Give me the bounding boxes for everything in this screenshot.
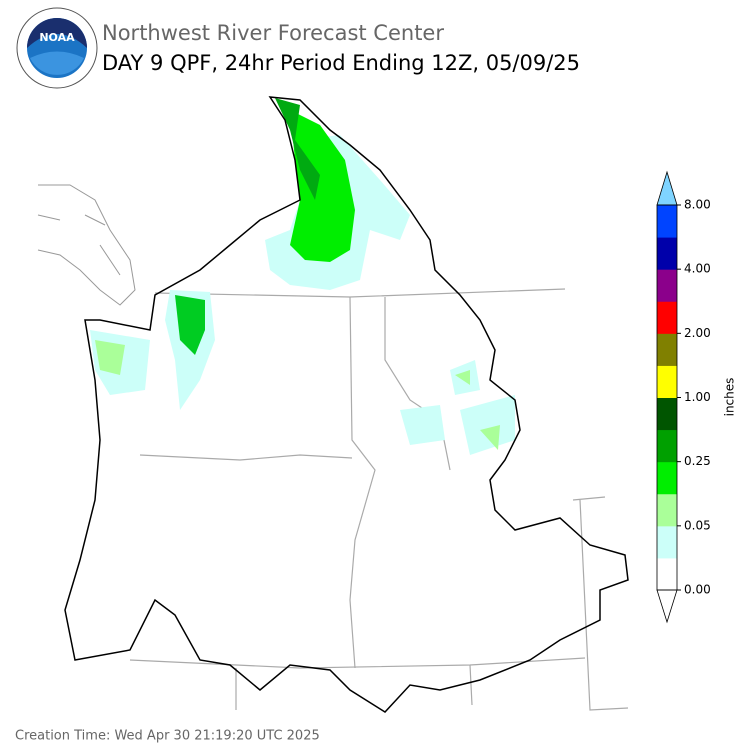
colorbar-segment — [657, 397, 677, 431]
logo-text: NOAA — [39, 31, 75, 44]
colorbar-tick-label: 0.00 — [684, 583, 711, 597]
colorbar-segment — [657, 557, 677, 591]
colorbar-segment — [657, 461, 677, 495]
colorbar-segment — [657, 365, 677, 398]
creation-time: Creation Time: Wed Apr 30 21:19:20 UTC 2… — [15, 729, 320, 744]
colorbar-label: inches — [723, 378, 737, 417]
colorbar-tick-label: 0.25 — [684, 454, 711, 468]
colorbar-tick-label: 1.00 — [684, 390, 711, 404]
colorbar-segment — [657, 429, 677, 463]
coastline — [37, 184, 136, 306]
colorbar-over — [656, 170, 678, 206]
colorbar-tick-label: 2.00 — [684, 326, 711, 340]
precip-areas — [90, 98, 515, 455]
noaa-logo: NOAA — [16, 7, 98, 89]
colorbar: 0.00 0.05 0.25 1.00 2.00 4.00 8.00 — [656, 170, 711, 624]
colorbar-tick-label: 8.00 — [684, 198, 711, 212]
colorbar-tick-label: 0.05 — [684, 518, 711, 532]
colorbar-segment — [657, 301, 677, 334]
colorbar-segment — [657, 333, 677, 366]
subtitle: DAY 9 QPF, 24hr Period Ending 12Z, 05/09… — [102, 51, 580, 75]
colorbar-segment — [657, 237, 677, 270]
title: Northwest River Forecast Center — [102, 21, 444, 45]
colorbar-segment — [657, 493, 677, 527]
colorbar-segment — [657, 525, 677, 559]
colorbar-segment — [657, 205, 677, 238]
colorbar-under — [656, 589, 678, 624]
colorbar-tick-label: 4.00 — [684, 262, 711, 276]
basin-outline — [64, 96, 629, 713]
boundaries — [129, 288, 629, 711]
colorbar-segment — [657, 269, 677, 302]
